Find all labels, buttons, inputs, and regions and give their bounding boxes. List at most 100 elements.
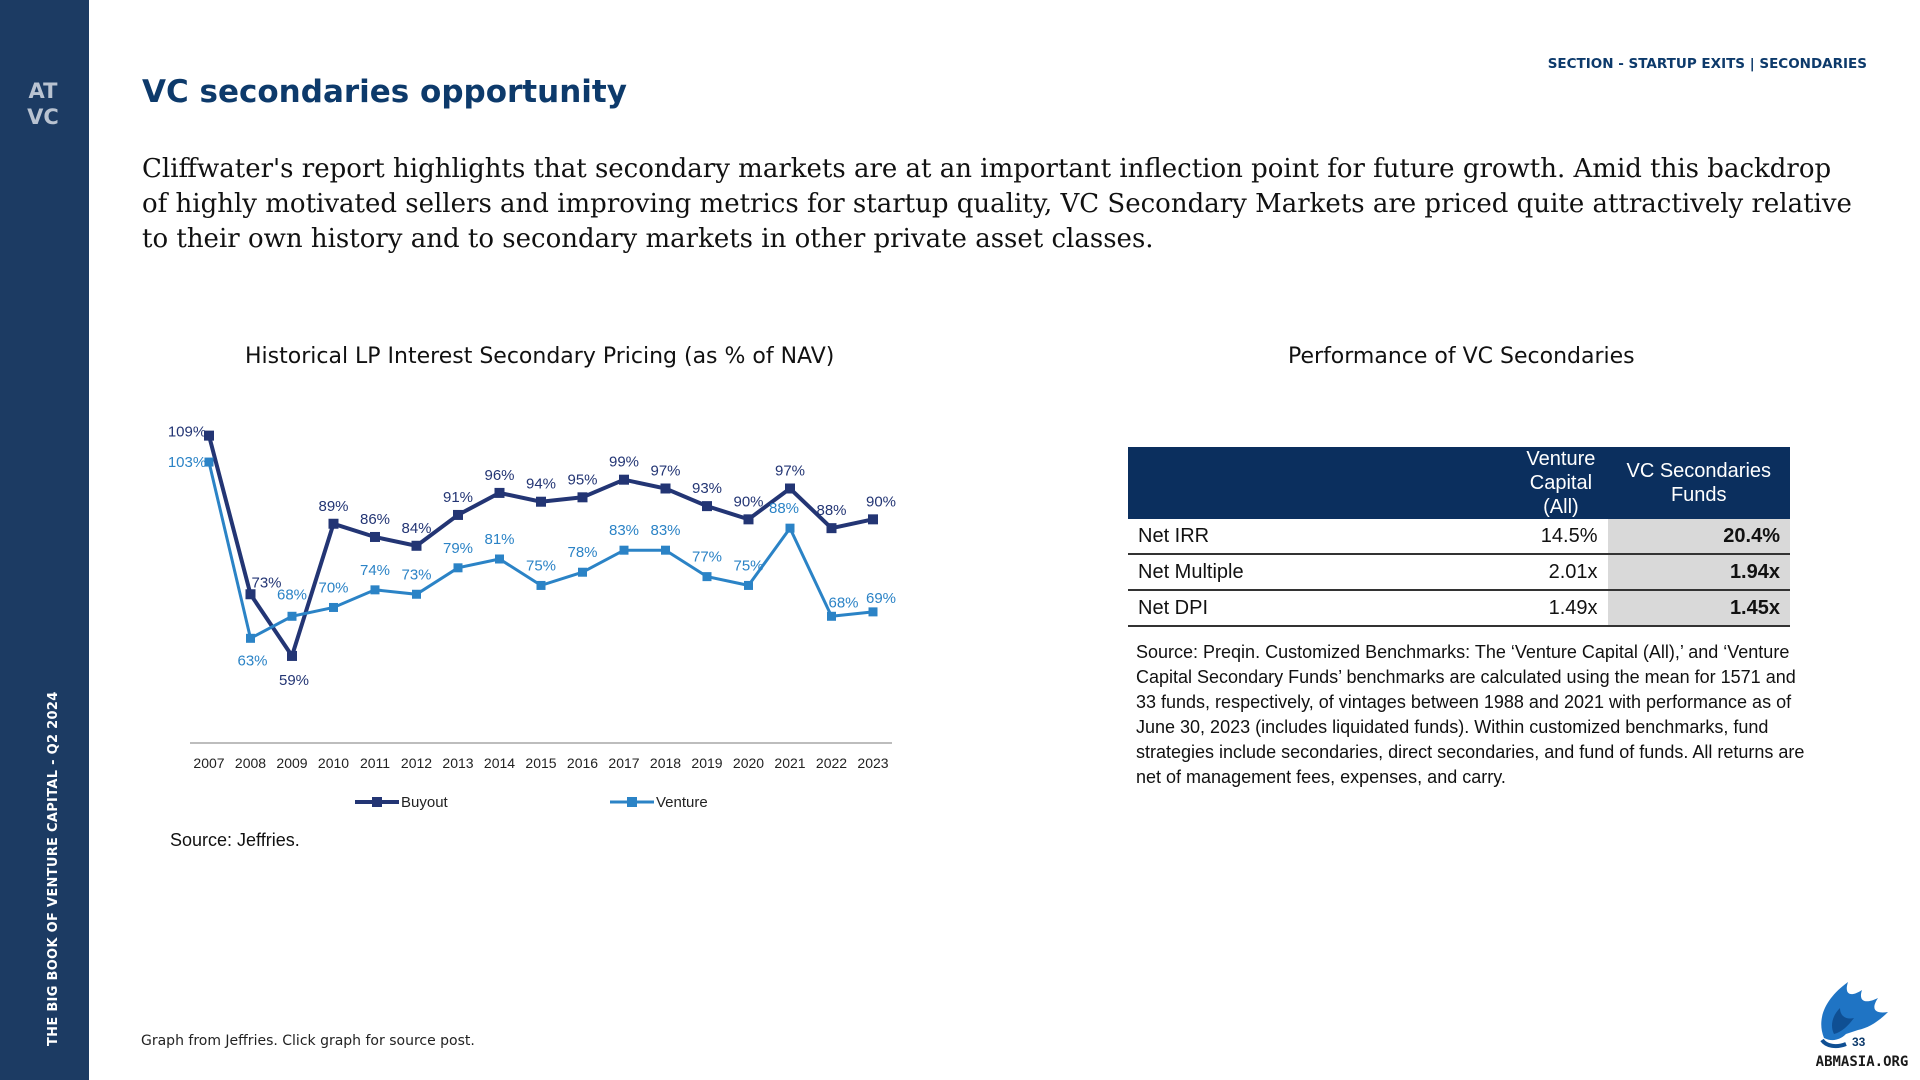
x-tick-label: 2021	[774, 755, 805, 771]
data-label-buyout: 96%	[484, 467, 514, 484]
atvc-logo-icon: AT VC	[27, 79, 59, 128]
watermark-text: ABMASIA.ORG	[1816, 1054, 1909, 1070]
data-label-buyout: 97%	[650, 463, 680, 480]
performance-title: Performance of VC Secondaries	[1288, 344, 1635, 369]
data-point-buyout	[411, 540, 422, 551]
data-point-venture	[868, 607, 878, 617]
row-sec-value: 1.94x	[1607, 554, 1790, 591]
x-tick-label: 2011	[360, 755, 390, 771]
x-tick-label: 2008	[235, 755, 266, 771]
data-label-buyout: 89%	[318, 498, 348, 515]
data-point-buyout	[453, 509, 463, 520]
data-label-buyout: 73%	[251, 574, 281, 591]
legend-label-venture: Venture	[656, 794, 708, 811]
row-metric: Net IRR	[1128, 519, 1515, 555]
sidebar: AT VC THE BIG BOOK OF VENTURE CAPITAL - …	[0, 0, 89, 1080]
table-row: Net IRR 14.5% 20.4%	[1128, 519, 1790, 555]
data-point-venture	[287, 611, 297, 621]
header-sec-line2: Funds	[1670, 484, 1727, 506]
data-label-venture: 103%	[168, 454, 206, 471]
lp-chart-source: Source: Jeffries.	[170, 830, 300, 850]
data-point-buyout	[868, 514, 878, 525]
data-label-venture: 69%	[866, 590, 896, 607]
data-label-buyout: 88%	[816, 502, 846, 519]
data-label-buyout: 90%	[733, 493, 763, 510]
performance-table: Venture Capital (All) VC Secondaries Funds…	[1128, 447, 1790, 627]
data-point-venture	[370, 585, 380, 595]
data-point-buyout	[287, 650, 297, 661]
header-sec-line1: VC Secondaries	[1626, 460, 1772, 482]
data-point-venture	[661, 545, 670, 555]
data-point-venture	[453, 563, 463, 573]
x-tick-label: 2019	[691, 755, 722, 771]
row-metric: Net Multiple	[1128, 554, 1515, 591]
x-tick-label: 2007	[193, 755, 224, 771]
data-point-venture	[536, 580, 546, 590]
data-point-buyout	[785, 483, 795, 494]
x-tick-label: 2020	[733, 755, 764, 771]
data-label-buyout: 99%	[609, 454, 639, 471]
book-title-vertical: THE BIG BOOK OF VENTURE CAPITAL - Q2 202…	[46, 691, 61, 1046]
data-label-venture: 75%	[526, 557, 556, 574]
header-vc-line2: Capital (All)	[1529, 472, 1593, 518]
data-point-buyout	[702, 501, 712, 512]
data-label-buyout: 95%	[567, 471, 597, 488]
performance-source: Source: Preqin. Customized Benchmarks: T…	[1136, 642, 1805, 787]
data-point-buyout	[536, 496, 546, 507]
x-tick-label: 2015	[525, 755, 556, 771]
svg-text:AT: AT	[29, 79, 59, 103]
row-metric: Net DPI	[1128, 590, 1515, 627]
data-point-venture	[204, 457, 214, 467]
data-point-venture	[744, 580, 753, 590]
data-point-venture	[702, 572, 712, 582]
x-tick-label: 2016	[567, 755, 598, 771]
data-label-venture: 75%	[733, 557, 763, 574]
data-point-venture	[619, 545, 629, 555]
data-point-venture	[412, 589, 421, 599]
x-tick-label: 2018	[650, 755, 681, 771]
data-point-buyout	[494, 487, 505, 498]
x-tick-label: 2017	[608, 755, 639, 771]
header-metric	[1128, 447, 1515, 519]
x-tick-label: 2013	[442, 755, 473, 771]
page-title: VC secondaries opportunity	[142, 74, 627, 110]
data-label-venture: 73%	[401, 566, 431, 583]
lp-chart-title: Historical LP Interest Secondary Pricing…	[245, 344, 835, 369]
row-vc-value: 1.49x	[1514, 590, 1608, 627]
data-label-venture: 81%	[484, 531, 514, 548]
x-tick-label: 2010	[318, 755, 349, 771]
data-point-buyout	[328, 518, 339, 529]
data-point-buyout	[619, 474, 629, 485]
data-point-venture	[329, 602, 338, 612]
table-row: Net Multiple 2.01x 1.94x	[1128, 554, 1790, 591]
data-label-buyout: 59%	[279, 672, 309, 689]
data-label-venture: 70%	[318, 579, 348, 596]
data-point-buyout	[826, 523, 837, 534]
data-point-buyout	[577, 492, 588, 503]
data-label-venture: 74%	[360, 562, 390, 579]
data-label-venture: 83%	[650, 522, 680, 539]
legend-marker-venture	[627, 797, 637, 807]
data-point-buyout	[743, 514, 754, 525]
data-label-venture: 79%	[443, 540, 473, 557]
data-label-venture: 68%	[277, 586, 307, 603]
series-line-buyout	[207, 435, 874, 661]
data-label-buyout: 94%	[526, 476, 556, 493]
data-point-buyout	[370, 531, 380, 542]
data-point-venture	[785, 523, 795, 533]
legend-label-buyout: Buyout	[401, 794, 449, 811]
data-label-buyout: 84%	[401, 520, 431, 537]
lp-pricing-chart[interactable]: 2007 2008 2009 2010 2011 2012 2013 2014 2015 2016…	[150, 400, 910, 820]
footer-note[interactable]: Graph from Jeffries. Click graph for sou…	[141, 1033, 475, 1049]
svg-text:VC: VC	[27, 105, 59, 128]
row-vc-value: 14.5%	[1514, 519, 1608, 555]
data-point-venture	[246, 633, 255, 643]
data-point-venture	[578, 567, 587, 577]
section-label: SECTION - STARTUP EXITS | SECONDARIES	[1547, 56, 1867, 72]
data-label-venture: 78%	[567, 544, 597, 561]
x-tick-label: 2023	[857, 755, 888, 771]
data-point-buyout	[660, 483, 671, 494]
intro-paragraph: Cliffwater's report highlights that seco…	[142, 154, 1852, 254]
data-point-buyout	[245, 589, 256, 600]
data-label-venture: 63%	[237, 652, 267, 669]
